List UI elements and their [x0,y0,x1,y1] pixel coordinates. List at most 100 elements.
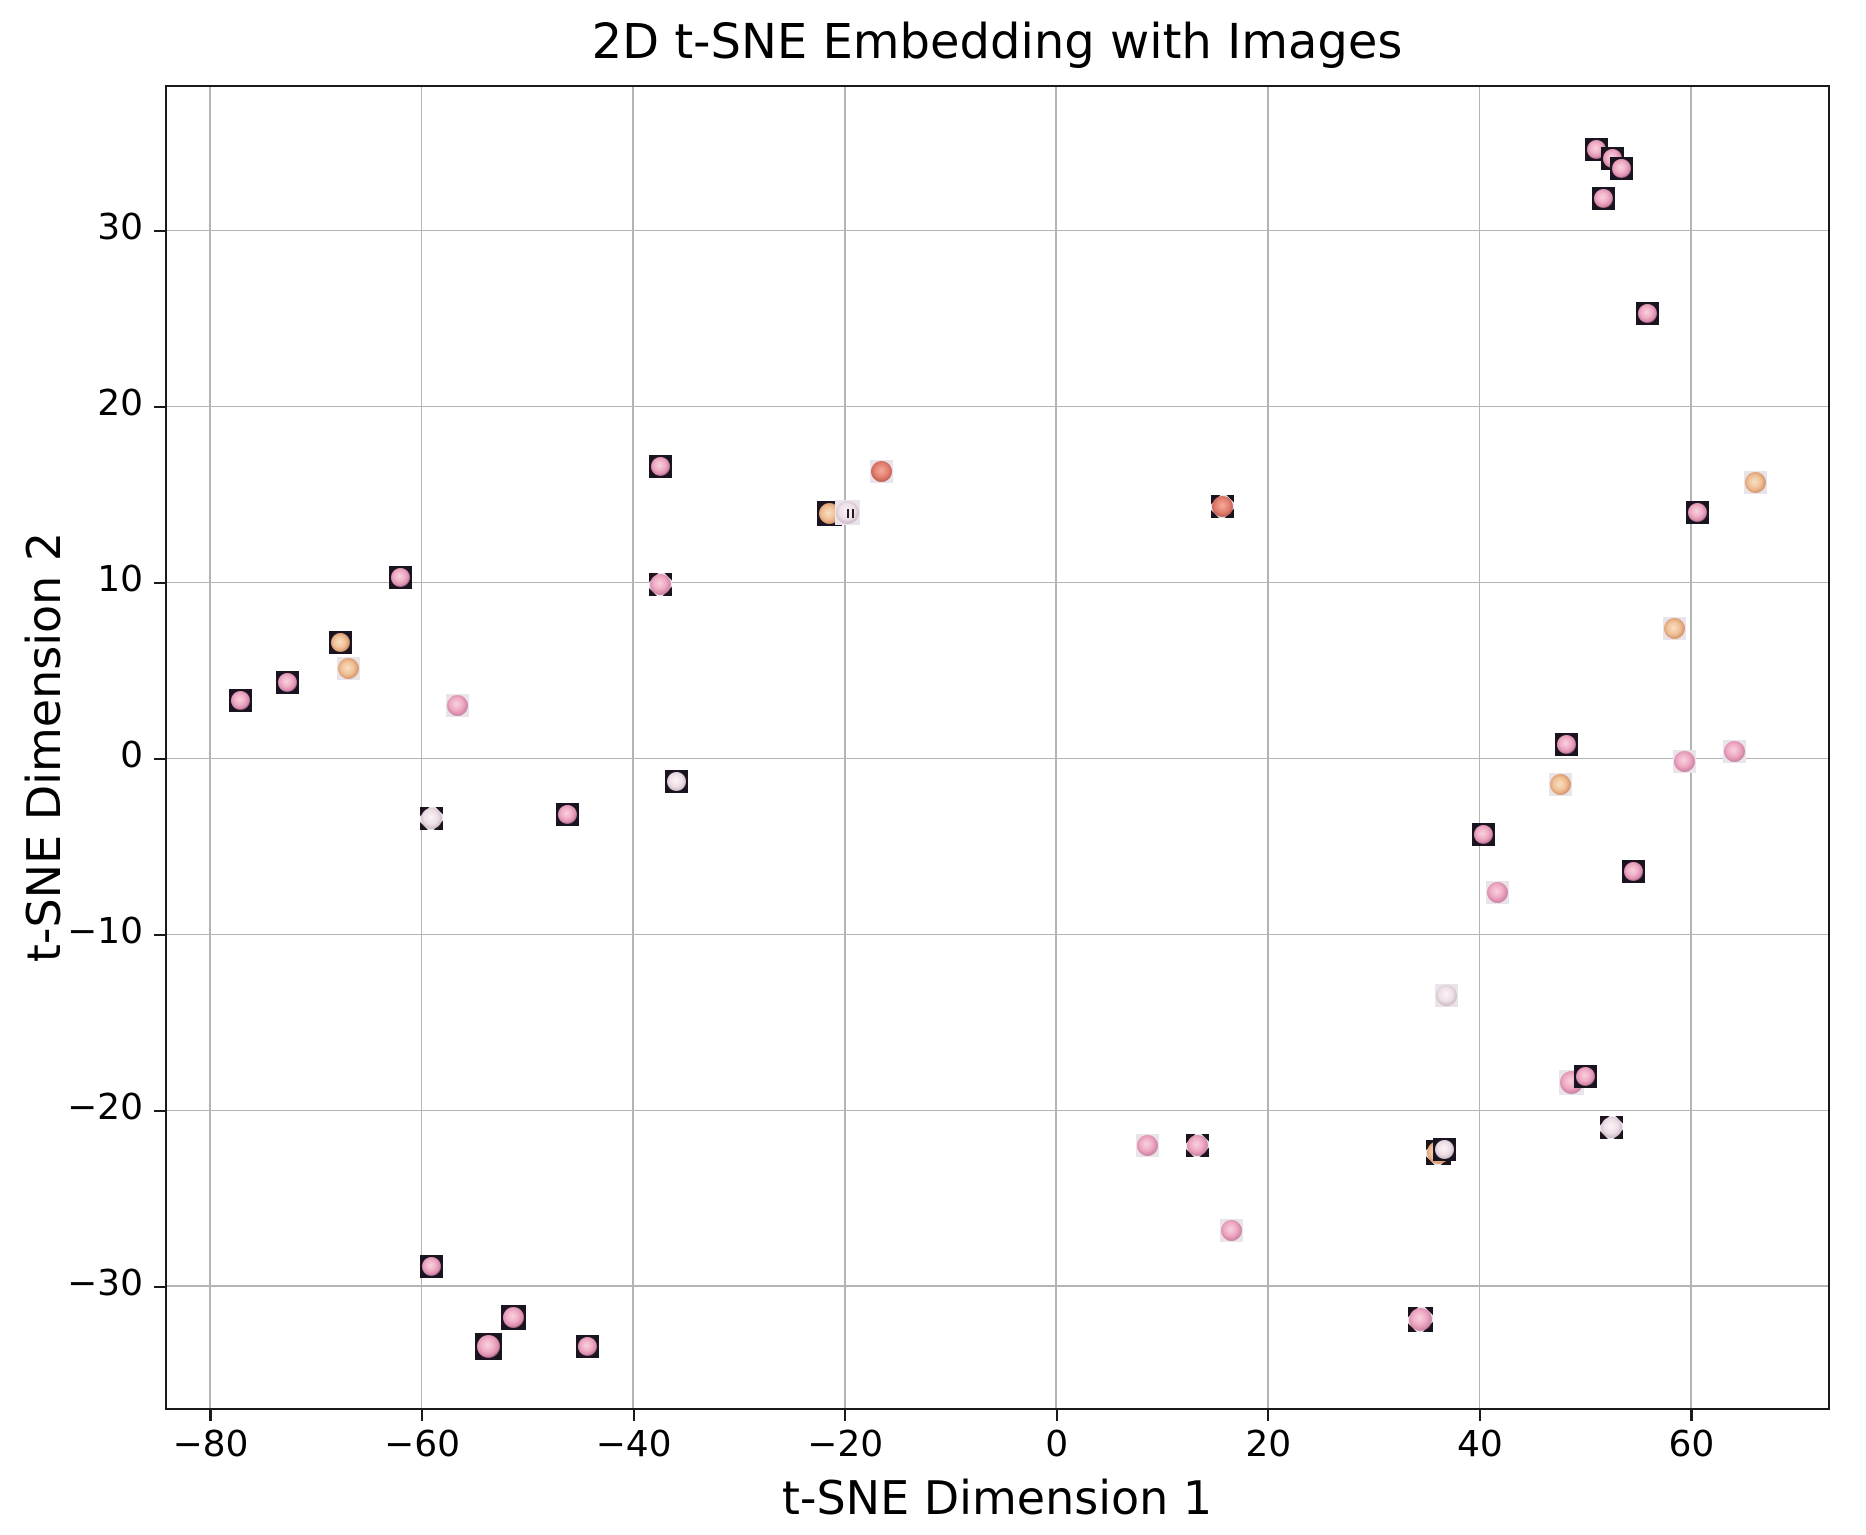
x-axis-label: t-SNE Dimension 1 [781,1471,1213,1525]
scatter-point-thumbnail [1472,822,1496,846]
scatter-point-thumbnail [337,657,361,681]
flower-image [1408,1308,1432,1332]
x-tick-mark [632,1410,635,1421]
flower-image [1434,1139,1454,1159]
flower-image [836,500,860,524]
scatter-point-thumbnail [1186,1134,1210,1158]
x-tick-mark [1690,1410,1693,1421]
scatter-point-thumbnail [1573,1065,1597,1089]
y-tick-mark [154,581,165,585]
x-tick-mark [1055,1410,1058,1421]
scatter-point-thumbnail [229,688,253,712]
scatter-point-thumbnail [1636,301,1660,325]
flower-image [1638,303,1658,323]
scatter-point-thumbnail [275,671,299,695]
y-tick-label: −20 [67,1086,143,1128]
x-gridline [1055,87,1058,1408]
scatter-point-thumbnail [1554,732,1578,756]
scatter-point-thumbnail [419,1255,443,1279]
flower-image [231,690,251,710]
flower-image [338,658,360,680]
flower-image [1436,985,1458,1007]
flower-image [666,771,686,791]
scatter-point-thumbnail [1210,495,1234,519]
y-gridline [167,581,1828,584]
y-gridline [167,1285,1828,1288]
flower-image [1187,1135,1209,1157]
y-tick-mark [154,1285,165,1288]
scatter-point-thumbnail [1432,1137,1456,1161]
y-tick-mark [154,757,165,761]
x-gridline [420,87,423,1408]
scatter-point-thumbnail [1220,1218,1244,1242]
x-gridline [632,87,634,1408]
flower-image [1744,471,1766,493]
y-tick-mark [154,405,165,409]
y-gridline [167,1109,1828,1112]
flower-image [277,673,297,693]
scatter-point-thumbnail [1135,1134,1159,1158]
flower-image [1593,189,1613,209]
flower-image [650,573,672,595]
flower-image [420,807,442,829]
flower-image [1136,1135,1158,1157]
flower-image [1674,751,1696,773]
x-tick-mark [844,1410,847,1421]
flower-image [1486,881,1508,903]
x-gridline [209,87,211,1408]
scatter-point-thumbnail [1549,773,1573,797]
scatter-point-thumbnail [664,769,688,793]
scatter-point-thumbnail [870,460,894,484]
scatter-point-thumbnail [328,630,352,654]
flower-image [503,1307,525,1329]
scatter-point-thumbnail [1485,880,1509,904]
scatter-point-thumbnail [501,1305,527,1331]
scatter-point-thumbnail [1743,470,1767,494]
y-tick-label: −10 [67,910,143,952]
flower-image [1687,502,1707,522]
flower-image [447,695,468,717]
scatter-point-thumbnail [1609,157,1633,181]
x-gridline [843,87,846,1408]
scatter-point-thumbnail [649,572,673,596]
flower-image [330,632,350,652]
y-tick-mark [154,933,165,936]
flower-image [871,461,893,483]
plot-area [165,85,1830,1410]
flower-image [1663,617,1685,639]
flower-image [421,1257,441,1277]
scatter-point-thumbnail [649,454,673,478]
flower-image [819,503,841,525]
x-gridline [1478,87,1481,1408]
x-tick-label: −20 [807,1424,884,1465]
scatter-point-thumbnail [1600,1116,1624,1140]
x-tick-label: 60 [1668,1424,1715,1465]
flower-image [1221,1219,1243,1241]
flower-image [1624,861,1644,881]
scatter-point-thumbnail [1673,750,1697,774]
flower-image [1601,1117,1623,1139]
flower-image [1550,774,1572,796]
x-tick-mark [1478,1410,1481,1421]
flower-image [1556,734,1576,754]
x-gridline [1690,87,1692,1408]
x-tick-label: 20 [1245,1424,1292,1465]
flower-image [1575,1067,1595,1087]
flower-image [390,567,410,587]
y-tick-label: 30 [97,207,143,249]
scatter-point-thumbnail [576,1334,600,1358]
scatter-point-thumbnail [835,499,861,525]
scatter-point-thumbnail [1662,616,1686,640]
flower-image [1723,740,1745,762]
chart-title: 2D t-SNE Embedding with Images [591,14,1403,70]
y-gridline [167,405,1828,408]
x-tick-label: 0 [1045,1424,1069,1465]
flower-image [476,1334,500,1358]
flower-image [651,456,671,476]
scatter-point-thumbnail [446,694,469,718]
x-tick-mark [1267,1410,1270,1421]
y-tick-mark [154,229,165,233]
scatter-point-thumbnail [388,565,412,589]
flower-image [1611,159,1631,179]
